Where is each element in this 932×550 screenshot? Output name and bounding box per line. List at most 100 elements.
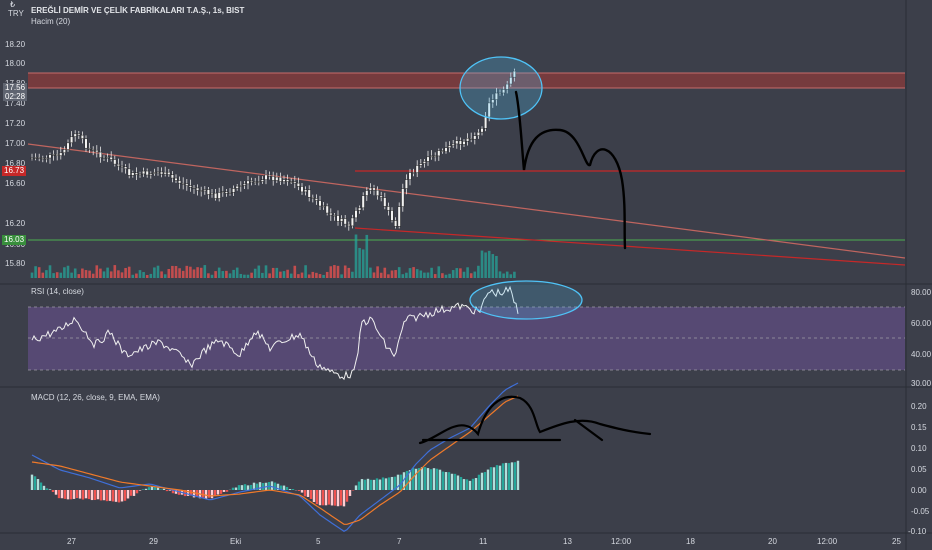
candle-body: [466, 137, 470, 142]
candle-body: [134, 172, 138, 175]
macd-hist-bar: [255, 483, 259, 490]
candle-body: [455, 140, 459, 145]
macd-hist-bar: [330, 490, 334, 506]
candle-body: [440, 150, 444, 152]
volume-bar: [253, 268, 257, 278]
volume-bar: [102, 271, 106, 278]
volume-bar: [210, 274, 214, 278]
candle-body: [336, 215, 340, 222]
candle-body: [376, 189, 380, 197]
time-tick: 5: [316, 537, 321, 546]
macd-hist-bar: [273, 482, 277, 490]
volume-bar: [59, 272, 63, 278]
volume-bar: [48, 265, 52, 278]
candle-body: [95, 149, 99, 153]
rsi-axis-tick: 80.00: [911, 288, 932, 297]
volume-bar: [81, 268, 84, 278]
macd-hist-bar: [243, 484, 247, 490]
macd-hist-bar: [327, 490, 331, 505]
volume-bar: [196, 267, 199, 278]
macd-hist-bar: [270, 481, 274, 490]
instrument-title[interactable]: EREĞLİ DEMİR VE ÇELİK FABRİKALARI T.A.Ş.…: [31, 6, 245, 15]
volume-bar: [95, 265, 99, 278]
volume-bar: [293, 265, 297, 278]
candle-body: [250, 180, 254, 183]
macd-hist-bar: [126, 490, 130, 499]
candle-body: [242, 183, 246, 186]
volume-bar: [318, 274, 322, 278]
macd-hist-bar: [69, 490, 73, 500]
macd-hist-bar: [129, 490, 133, 496]
annotation-circle-rsi: [469, 280, 583, 320]
candle-body: [480, 128, 484, 133]
candle-body: [505, 83, 509, 90]
volume-bar: [423, 272, 426, 278]
macd-histogram: [30, 460, 520, 507]
candle-body: [120, 165, 124, 168]
candle-body: [59, 152, 63, 156]
candle-body: [192, 187, 196, 189]
candle-body: [318, 200, 322, 207]
macd-hist-bar: [174, 490, 178, 494]
candle-body: [239, 185, 243, 187]
macd-hist-bar: [186, 490, 190, 496]
macd-hist-bar: [357, 481, 361, 490]
volume-bar: [397, 267, 401, 278]
macd-hist-bar: [369, 479, 373, 490]
volume-bar: [455, 268, 459, 278]
candle-body: [149, 173, 153, 176]
volume-bar: [513, 271, 516, 278]
rsi-axis-tick: 40.00: [911, 350, 932, 359]
volume-bar: [387, 274, 390, 278]
candle-body: [77, 133, 81, 136]
volume-bar: [99, 268, 102, 278]
price-tick: 18.20: [5, 40, 26, 49]
candle-body: [430, 155, 434, 158]
macd-indicator-label[interactable]: MACD (12, 26, close, 9, EMA, EMA): [31, 393, 160, 402]
macd-hist-bar: [63, 490, 67, 499]
volume-indicator-label[interactable]: Hacim (20): [31, 17, 71, 26]
macd-hist-bar: [96, 490, 100, 500]
candle-body: [98, 151, 102, 159]
macd-hist-bar: [201, 490, 205, 498]
macd-hist-bar: [171, 490, 175, 494]
candle-body: [88, 147, 92, 150]
candle-body: [491, 99, 495, 104]
volume-bar: [156, 265, 160, 278]
candle-body: [444, 147, 448, 152]
macd-hist-bar: [414, 468, 418, 490]
volume-bar: [207, 273, 210, 278]
candle-body: [66, 142, 70, 150]
candle-body: [487, 102, 491, 118]
volume-bar: [401, 274, 405, 278]
volume-bar: [192, 269, 196, 278]
volume-bar: [257, 265, 261, 278]
macd-hist-bar: [354, 485, 358, 490]
annotation-drawn-path-price: [514, 90, 627, 250]
volume-bar: [163, 274, 167, 278]
candle-body: [419, 163, 423, 166]
price-tick: 15.80: [5, 259, 26, 268]
macd-hist-bar: [378, 479, 382, 490]
macd-hist-bar: [411, 467, 415, 490]
volume-bar: [311, 271, 315, 278]
candle-body: [275, 176, 279, 181]
volume-bar: [282, 271, 286, 278]
candle-body: [340, 218, 344, 222]
macd-hist-bar: [300, 490, 304, 493]
volume-bar: [243, 274, 246, 278]
volume-bar: [300, 272, 304, 278]
macd-hist-bar: [420, 467, 424, 490]
volume-bar: [412, 267, 415, 278]
candle-body: [52, 153, 56, 156]
candle-body: [30, 157, 34, 160]
macd-hist-bar: [435, 468, 439, 490]
volume-bar: [347, 267, 351, 278]
macd-hist-bar: [108, 490, 112, 501]
candle-body: [278, 176, 282, 182]
volume-bar: [329, 266, 333, 278]
macd-hist-bar: [204, 490, 208, 499]
rsi-indicator-label[interactable]: RSI (14, close): [31, 287, 84, 296]
volume-series: [30, 234, 516, 278]
